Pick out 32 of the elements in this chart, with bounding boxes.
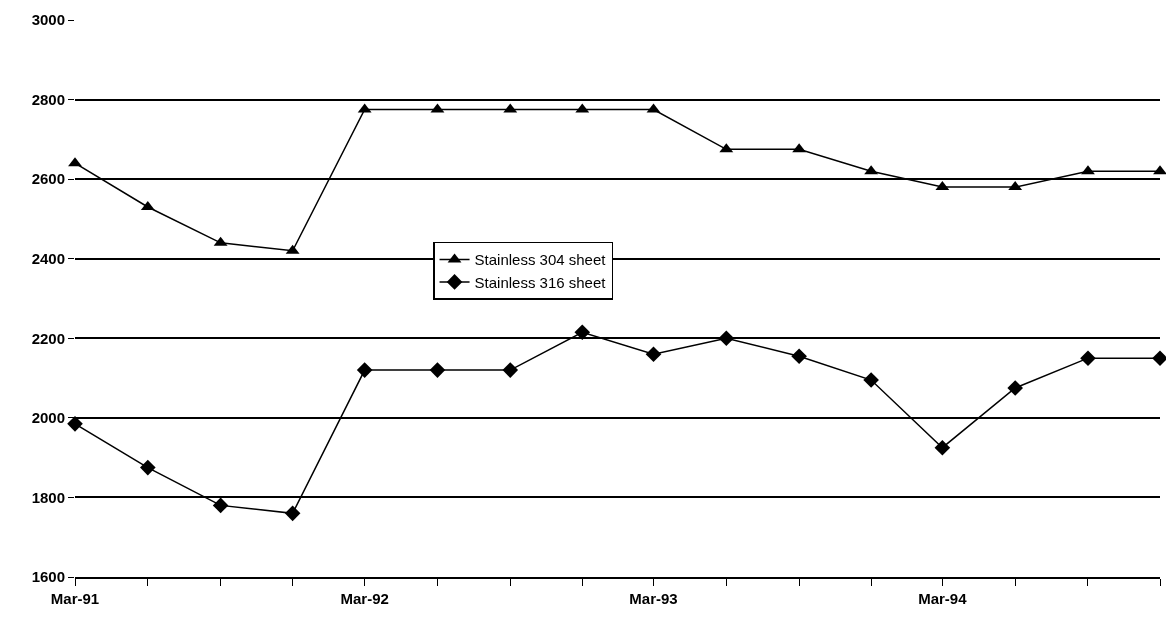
y-tick-label: 2200 [31, 329, 65, 347]
y-tick-label: 1600 [31, 568, 65, 586]
point [574, 324, 591, 341]
point [645, 346, 662, 362]
point [934, 439, 951, 456]
y-tick-label: 2600 [31, 170, 65, 188]
point [212, 497, 229, 514]
y-tick-label: 2400 [31, 249, 65, 267]
point [68, 157, 82, 167]
y-tick-label: 1800 [31, 488, 65, 506]
point [1080, 350, 1096, 366]
x-tick-label: Mar-93 [629, 589, 678, 607]
legend-label: Stainless 316 sheet [474, 273, 607, 291]
point [718, 330, 735, 347]
legend-label: Stainless 304 sheet [474, 251, 607, 269]
point [67, 416, 83, 432]
point [502, 362, 519, 378]
point [1153, 165, 1166, 175]
point [791, 348, 807, 364]
x-tick-label: Mar-91 [50, 589, 100, 607]
point [1081, 165, 1095, 175]
point [284, 505, 301, 522]
point [1007, 380, 1023, 396]
point [140, 459, 156, 476]
y-tick-label: 2800 [31, 90, 65, 108]
x-tick-label: Mar-94 [918, 589, 968, 607]
point [429, 362, 446, 378]
y-tick-label: 2000 [31, 409, 65, 427]
x-tick-label: Mar-92 [340, 589, 389, 607]
y-tick-label: 3000 [31, 11, 65, 29]
point [863, 372, 879, 388]
point [356, 362, 373, 378]
